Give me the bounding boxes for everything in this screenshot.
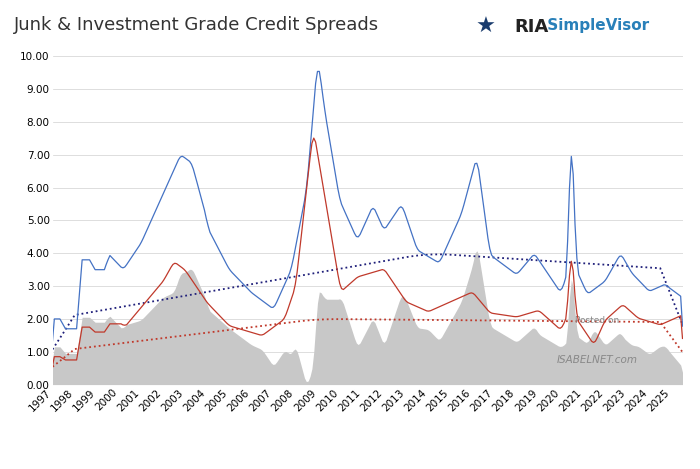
Text: Posted on: Posted on xyxy=(575,317,620,325)
Text: SimpleVisor: SimpleVisor xyxy=(542,18,650,33)
Text: ISABELNET.com: ISABELNET.com xyxy=(557,355,638,365)
Text: ★: ★ xyxy=(476,16,496,37)
Text: RIA: RIA xyxy=(514,18,549,36)
Text: Junk & Investment Grade Credit Spreads: Junk & Investment Grade Credit Spreads xyxy=(14,16,379,34)
